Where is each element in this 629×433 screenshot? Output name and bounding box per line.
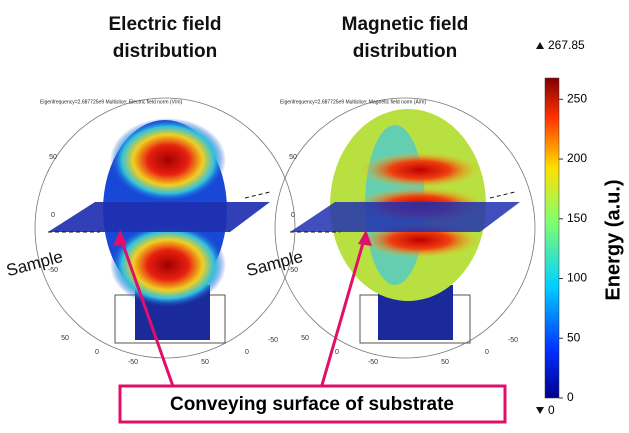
sample-label: Sample xyxy=(4,247,65,280)
field-band xyxy=(360,152,480,188)
colorbar-tick-label: 100 xyxy=(567,271,587,285)
colorbar-tick-label: 200 xyxy=(567,151,587,165)
panel-header: Eigenfrequency=2.687725e9 Multislice: El… xyxy=(40,99,182,105)
axis-tick-label: 50 xyxy=(289,154,297,161)
axis-tick-label: 50 xyxy=(201,359,209,366)
sample-label: Sample xyxy=(244,247,305,280)
min-marker xyxy=(536,407,544,414)
max-marker xyxy=(536,42,544,49)
axis-tick-label: -50 xyxy=(48,267,58,274)
field-lobe xyxy=(110,223,226,307)
axis-tick-label: -50 xyxy=(368,359,378,366)
sample-plane xyxy=(290,202,520,232)
colorbar-tick-label: 250 xyxy=(567,91,587,105)
axis-tick-label: 50 xyxy=(61,335,69,342)
colorbar xyxy=(545,78,559,398)
panel-title: distribution xyxy=(113,41,217,62)
callout-arrow xyxy=(320,236,365,392)
dashed-line xyxy=(490,192,515,198)
axis-tick-label: 50 xyxy=(49,154,57,161)
colorbar-min: 0 xyxy=(548,403,555,417)
page: Conveying surface of substrate 267.85 0 … xyxy=(0,0,629,433)
axis-tick-label: 0 xyxy=(335,349,339,356)
axis-tick-label: -50 xyxy=(268,337,278,344)
axis-tick-label: 50 xyxy=(441,359,449,366)
electric-panel xyxy=(35,98,295,358)
dashed-line xyxy=(245,192,270,198)
axis-tick-label: -50 xyxy=(128,359,138,366)
field-lobe xyxy=(110,118,226,202)
colorbar-max: 267.85 xyxy=(548,38,585,52)
axis-tick-label: 0 xyxy=(291,212,295,219)
axis-tick-label: 0 xyxy=(51,212,55,219)
panel-title: Magnetic field xyxy=(342,14,469,35)
magnetic-panel xyxy=(275,98,535,358)
axis-tick-label: -50 xyxy=(288,267,298,274)
axis-tick-label: 50 xyxy=(301,335,309,342)
figure: Conveying surface of substrate 267.85 0 … xyxy=(0,0,629,428)
panel-header: Eigenfrequency=2.687725e9 Multislice: Ma… xyxy=(280,99,426,105)
sample-plane xyxy=(48,202,270,232)
colorbar-tick-label: 0 xyxy=(567,390,574,404)
callout-text: Conveying surface of substrate xyxy=(170,394,454,415)
colorbar-tick-label: 50 xyxy=(567,330,581,344)
panel-title: Electric field xyxy=(109,14,222,35)
axis-tick-label: 0 xyxy=(95,349,99,356)
panel-title: distribution xyxy=(353,41,457,62)
colorbar-title: Energy (a.u.) xyxy=(602,179,624,300)
axis-tick-label: -50 xyxy=(508,337,518,344)
axis-tick-label: 0 xyxy=(485,349,489,356)
axis-tick-label: 0 xyxy=(245,349,249,356)
colorbar-tick-label: 150 xyxy=(567,211,587,225)
